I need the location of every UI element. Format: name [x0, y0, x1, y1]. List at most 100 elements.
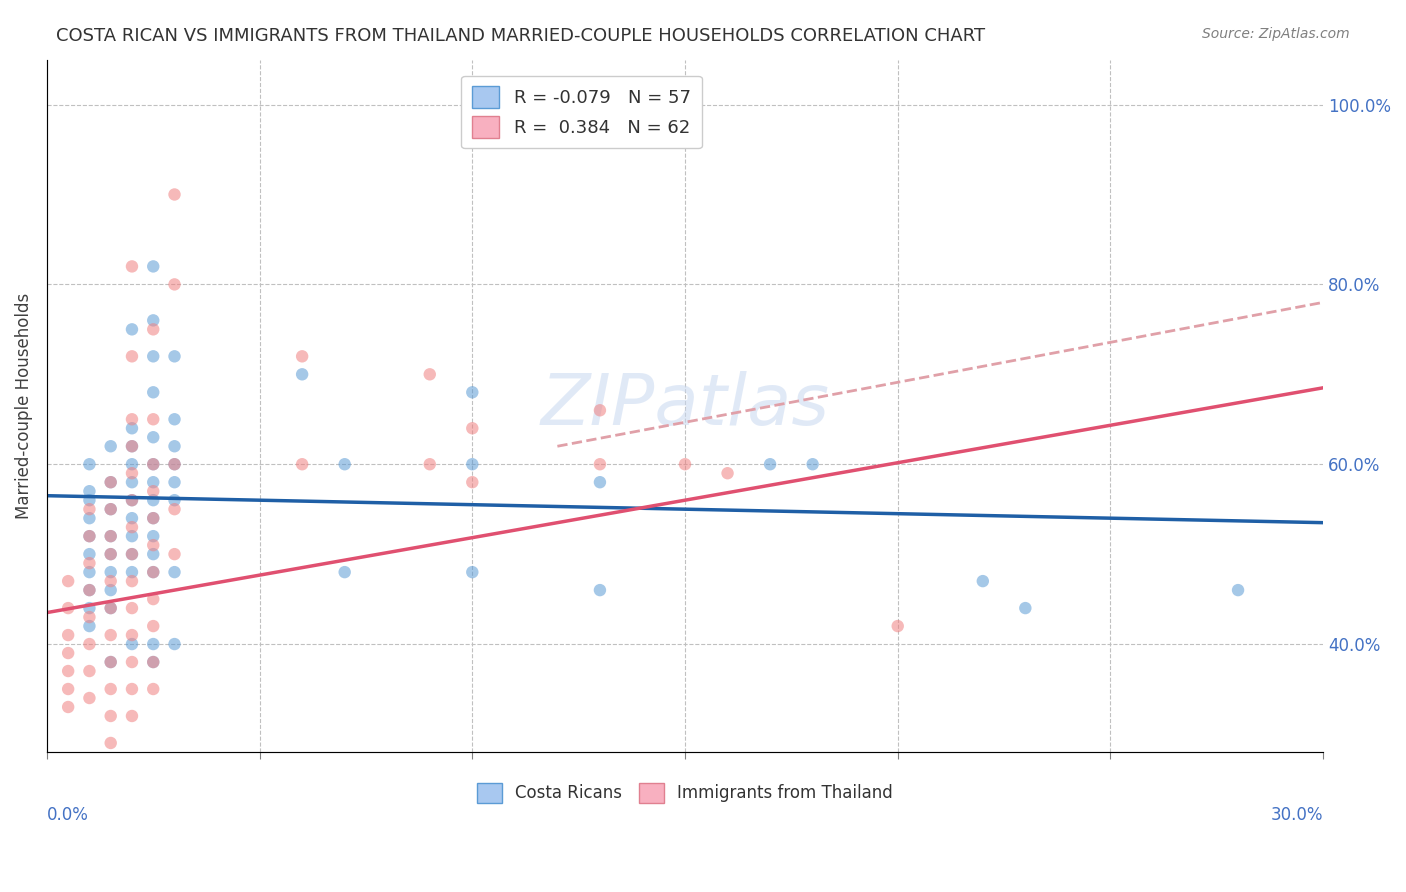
Point [121, 421, 143, 435]
Point [163, 457, 186, 471]
Point [56, 628, 79, 642]
Point [121, 493, 143, 508]
Point [759, 457, 782, 471]
Point [142, 637, 165, 651]
Point [100, 709, 122, 723]
Point [142, 655, 165, 669]
Point [142, 322, 165, 336]
Point [716, 467, 738, 481]
Point [142, 430, 165, 444]
Point [121, 520, 143, 534]
Point [100, 529, 122, 543]
Point [589, 583, 612, 598]
Point [100, 655, 122, 669]
Point [163, 475, 186, 490]
Point [142, 592, 165, 607]
Point [142, 412, 165, 426]
Point [79, 664, 101, 678]
Point [121, 709, 143, 723]
Point [100, 601, 122, 615]
Point [100, 565, 122, 579]
Point [121, 475, 143, 490]
Point [419, 457, 441, 471]
Point [142, 538, 165, 552]
Text: 30.0%: 30.0% [1271, 805, 1323, 824]
Point [142, 565, 165, 579]
Point [163, 412, 186, 426]
Point [121, 260, 143, 274]
Point [79, 637, 101, 651]
Point [291, 349, 314, 363]
Point [163, 187, 186, 202]
Point [461, 385, 484, 400]
Point [79, 493, 101, 508]
Point [121, 457, 143, 471]
Point [142, 475, 165, 490]
Point [163, 493, 186, 508]
Point [461, 475, 484, 490]
Point [79, 610, 101, 624]
Point [79, 484, 101, 499]
Point [121, 637, 143, 651]
Point [121, 574, 143, 588]
Point [1014, 601, 1036, 615]
Point [142, 681, 165, 696]
Point [121, 511, 143, 525]
Point [121, 322, 143, 336]
Point [163, 457, 186, 471]
Point [56, 646, 79, 660]
Point [163, 439, 186, 453]
Point [142, 484, 165, 499]
Point [100, 475, 122, 490]
Point [163, 349, 186, 363]
Point [79, 601, 101, 615]
Text: Source: ZipAtlas.com: Source: ZipAtlas.com [1202, 27, 1350, 41]
Text: ZIPatlas: ZIPatlas [540, 371, 830, 441]
Point [291, 457, 314, 471]
Point [142, 619, 165, 633]
Point [142, 511, 165, 525]
Point [121, 439, 143, 453]
Point [100, 601, 122, 615]
Point [56, 681, 79, 696]
Point [163, 565, 186, 579]
Point [121, 439, 143, 453]
Legend: Costa Ricans, Immigrants from Thailand: Costa Ricans, Immigrants from Thailand [467, 772, 903, 813]
Point [461, 565, 484, 579]
Point [121, 467, 143, 481]
Point [79, 529, 101, 543]
Point [100, 655, 122, 669]
Point [100, 574, 122, 588]
Point [79, 583, 101, 598]
Point [1227, 583, 1250, 598]
Point [163, 502, 186, 516]
Point [142, 349, 165, 363]
Point [142, 529, 165, 543]
Point [589, 475, 612, 490]
Text: 0.0%: 0.0% [46, 805, 89, 824]
Point [100, 439, 122, 453]
Point [100, 475, 122, 490]
Point [79, 862, 101, 876]
Point [333, 565, 356, 579]
Point [100, 628, 122, 642]
Point [121, 349, 143, 363]
Point [100, 547, 122, 561]
Point [291, 368, 314, 382]
Point [142, 511, 165, 525]
Point [461, 421, 484, 435]
Point [142, 655, 165, 669]
Y-axis label: Married-couple Households: Married-couple Households [15, 293, 32, 519]
Point [79, 547, 101, 561]
Point [79, 511, 101, 525]
Point [121, 529, 143, 543]
Point [333, 457, 356, 471]
Point [79, 583, 101, 598]
Point [56, 574, 79, 588]
Point [121, 493, 143, 508]
Point [121, 565, 143, 579]
Point [56, 664, 79, 678]
Point [163, 637, 186, 651]
Point [121, 601, 143, 615]
Point [163, 547, 186, 561]
